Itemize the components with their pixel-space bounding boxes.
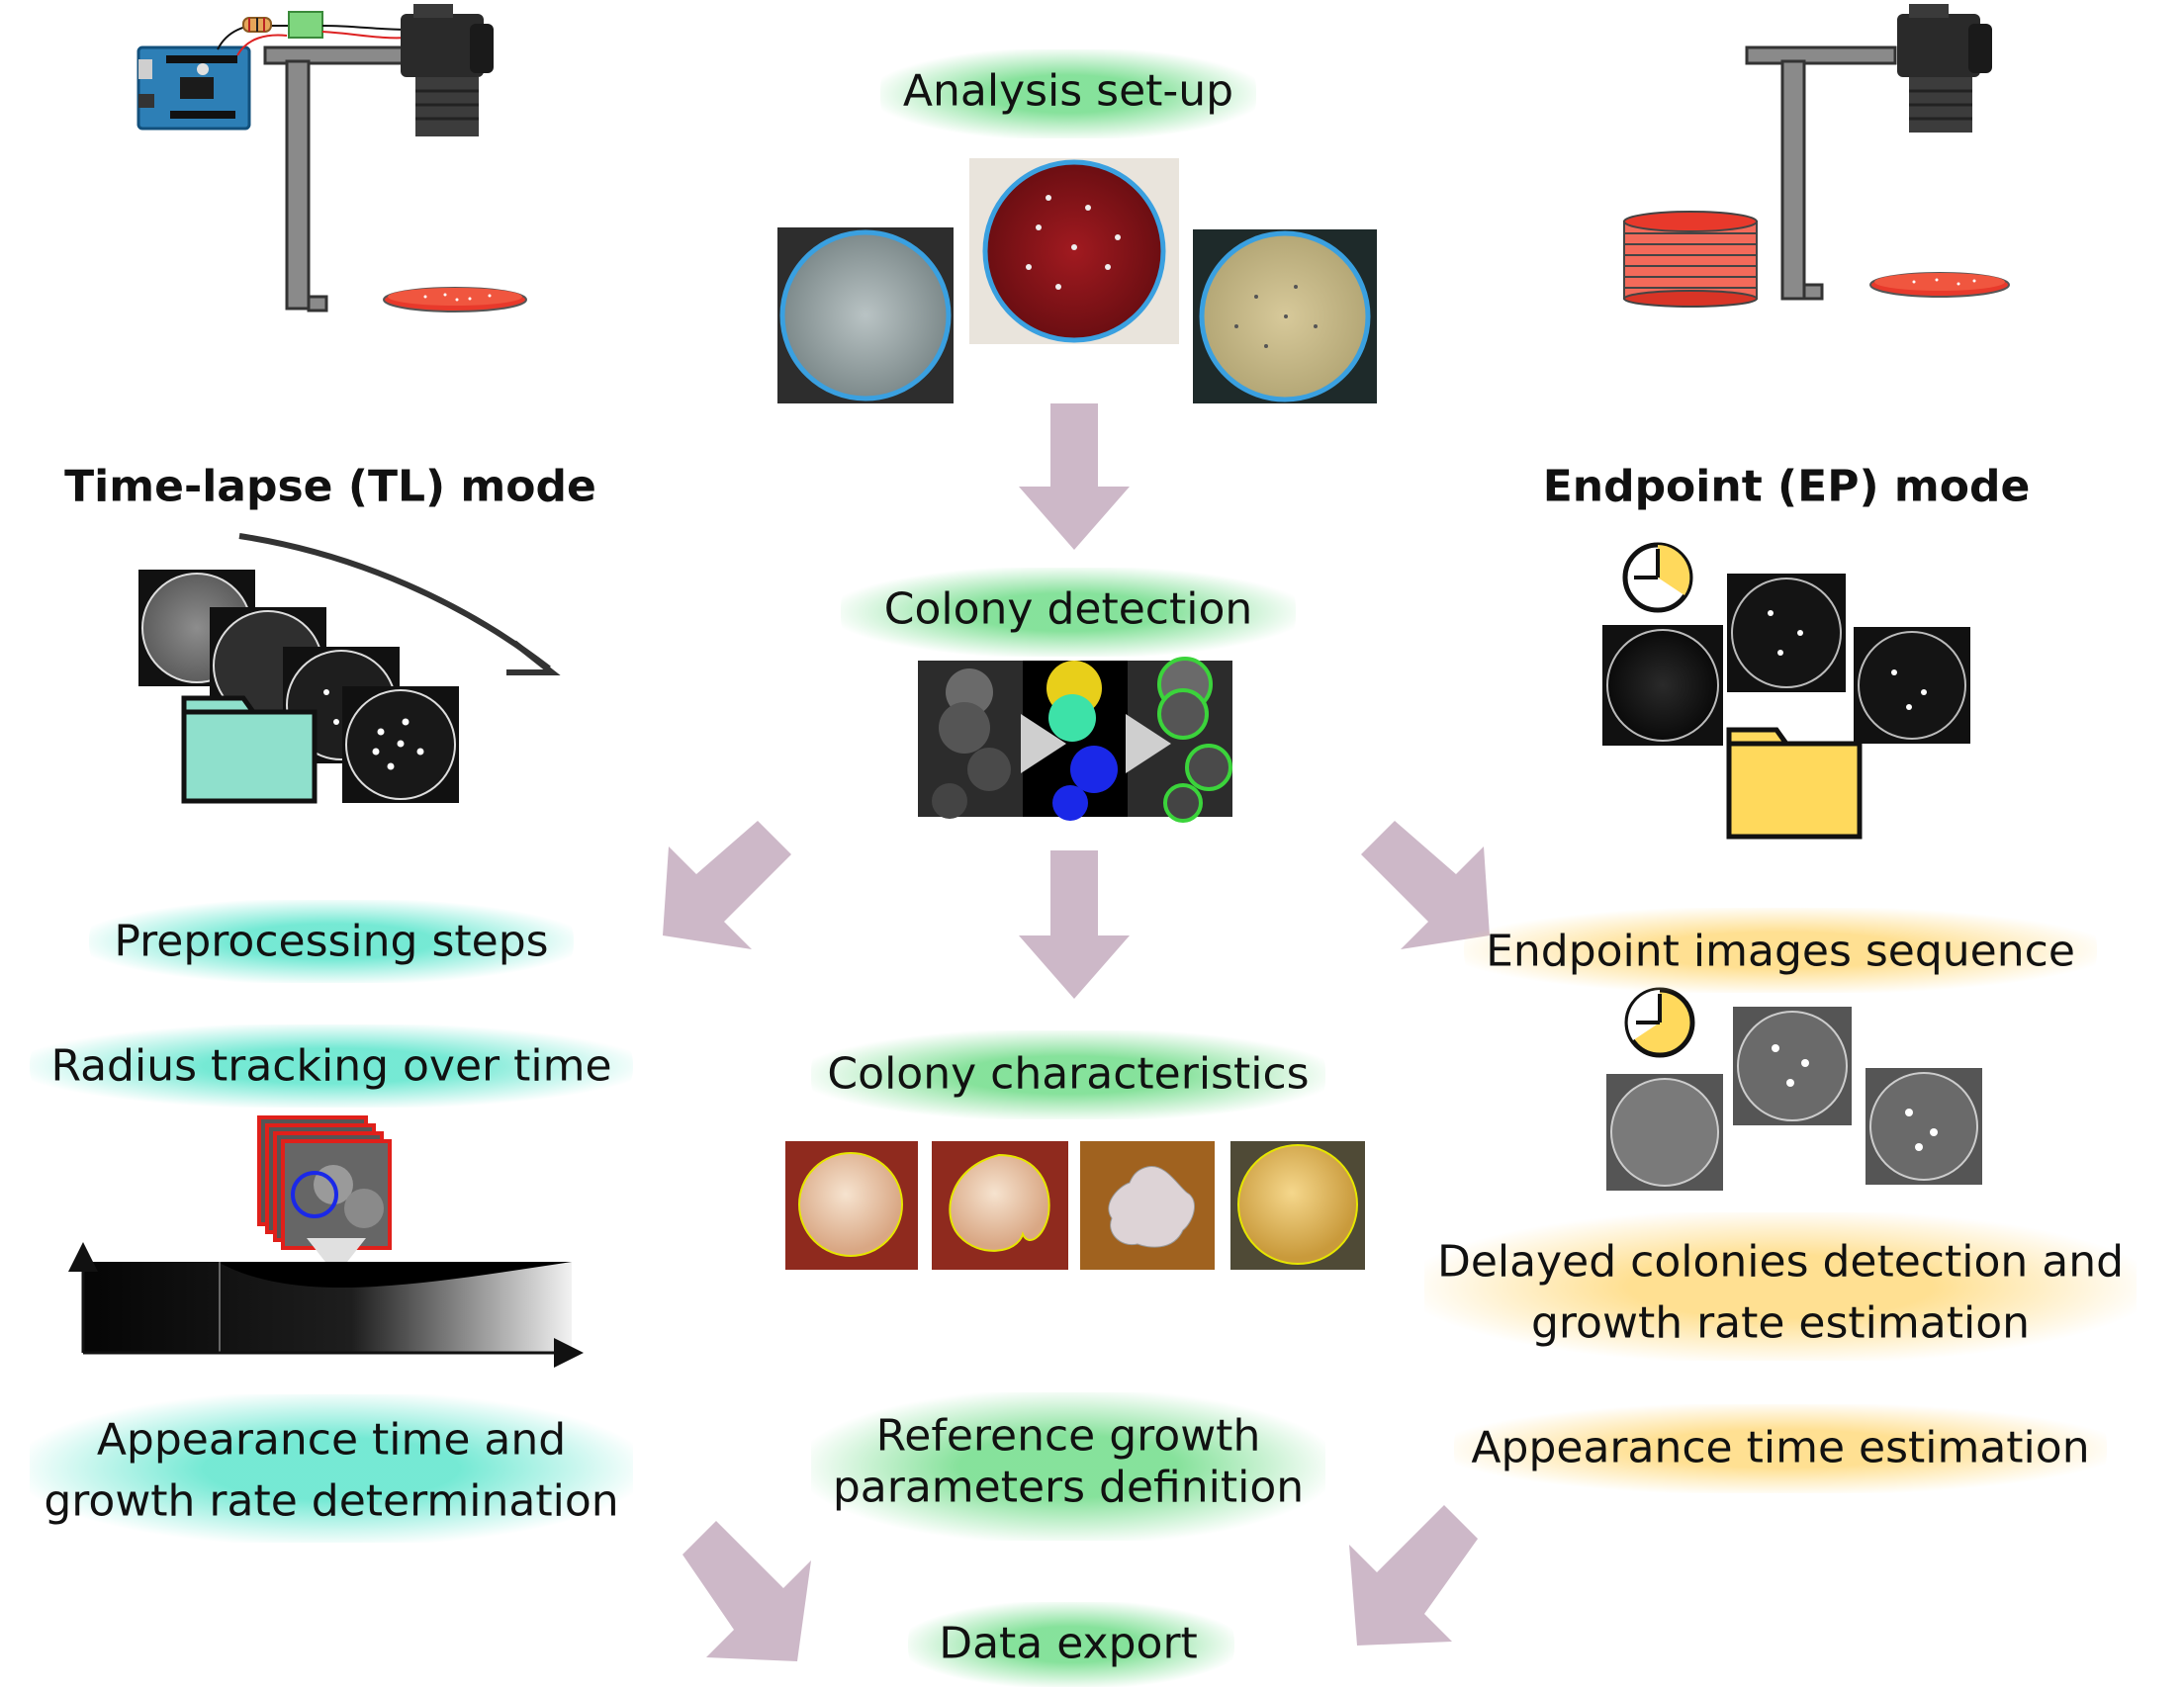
camera-icon — [1897, 4, 1992, 133]
camera-icon — [401, 4, 494, 136]
heading-endpoint-mode: Endpoint (EP) mode — [1542, 461, 2031, 512]
radius-tracking-figure — [68, 1115, 584, 1368]
arrow-icon — [1361, 821, 1490, 949]
arrow-icon — [1019, 403, 1130, 550]
chevron-right-icon — [1021, 714, 1066, 773]
label-colony-detection: Colony detection — [883, 583, 1253, 635]
detection-raw — [918, 661, 1023, 819]
glow-analysis-setup — [880, 49, 1256, 138]
glow-endpoint-sequence — [1464, 908, 2097, 993]
label-reference-growth-1: Reference growth — [875, 1410, 1261, 1462]
petri-dish-icon — [383, 287, 527, 312]
ep-frame-3 — [1866, 1068, 1982, 1185]
ep-frame-2 — [1733, 1007, 1852, 1125]
colony-characteristics-images — [785, 1141, 1365, 1270]
kymograph — [68, 1242, 584, 1368]
colony-photo-4 — [1230, 1141, 1365, 1270]
colony-photo-2 — [932, 1141, 1068, 1270]
stacked-frames — [257, 1115, 392, 1276]
label-appearance-tl-1: Appearance time and — [96, 1414, 567, 1466]
ep-image-group-2 — [1606, 987, 1982, 1191]
label-analysis-setup: Analysis set-up — [902, 65, 1234, 117]
clock-icon — [1624, 987, 1695, 1058]
plate-photo-gray — [777, 227, 954, 403]
heading-time-lapse-mode: Time-lapse (TL) mode — [64, 461, 596, 512]
arduino-board-icon — [136, 45, 251, 131]
plate-photo-red — [969, 158, 1179, 344]
folder-icon — [181, 695, 318, 804]
glow-data-export — [908, 1602, 1234, 1687]
arrow-icon — [682, 1521, 811, 1661]
label-data-export: Data export — [939, 1618, 1198, 1669]
clock-icon — [1622, 542, 1693, 613]
tl-frame-4 — [342, 686, 459, 803]
glow-radius-tracking — [30, 1024, 633, 1108]
colony-photo-3 — [1080, 1141, 1215, 1270]
glow-colony-detection — [841, 568, 1296, 657]
wiring-icon — [217, 11, 409, 56]
setup-plate-images — [777, 158, 1377, 403]
glow-reference-growth — [811, 1392, 1325, 1541]
glow-appearance-ep — [1454, 1404, 2107, 1493]
label-delayed-colonies-2: growth rate estimation — [1530, 1297, 2031, 1349]
label-colony-characteristics: Colony characteristics — [827, 1048, 1310, 1100]
time-arrow-head-icon — [506, 640, 561, 675]
arrow-icon — [1019, 850, 1130, 999]
ep-setup-illustration — [1623, 4, 2010, 308]
label-appearance-ep: Appearance time estimation — [1471, 1422, 2090, 1473]
ep-frame-1 — [1606, 1074, 1723, 1191]
arrow-icon — [663, 821, 791, 949]
glow-delayed-colonies — [1424, 1212, 2137, 1361]
label-appearance-tl-2: growth rate determination — [44, 1475, 619, 1527]
arrow-icon — [1349, 1505, 1478, 1646]
folder-icon — [1726, 727, 1863, 840]
colony-photo-1 — [785, 1141, 918, 1270]
ep-frame-3 — [1854, 627, 1970, 744]
label-endpoint-sequence: Endpoint images sequence — [1486, 926, 2075, 977]
tl-frame-2 — [210, 607, 326, 724]
plate-photo-tan — [1193, 229, 1377, 403]
chevron-right-icon — [1126, 714, 1171, 773]
ep-image-group-1 — [1602, 542, 1970, 840]
tl-setup-illustration — [136, 4, 527, 312]
camera-stand-icon — [1745, 45, 1897, 301]
label-delayed-colonies-1: Delayed colonies detection and — [1436, 1236, 2125, 1288]
label-preprocessing: Preprocessing steps — [114, 916, 549, 967]
glow-colony-characteristics — [811, 1030, 1325, 1119]
ep-frame-1 — [1602, 625, 1723, 746]
petri-stack-icon — [1623, 211, 1758, 308]
flow-arrows — [663, 403, 1490, 1661]
tl-image-stack — [138, 533, 561, 804]
label-reference-growth-2: parameters definition — [832, 1462, 1305, 1513]
glow-appearance-tl — [30, 1394, 633, 1543]
ep-frame-2 — [1727, 574, 1846, 692]
label-radius-tracking: Radius tracking over time — [50, 1040, 612, 1092]
petri-dish-icon — [1869, 272, 2010, 298]
glow-preprocessing — [89, 900, 574, 983]
camera-stand-icon — [263, 45, 415, 312]
colony-detection-images — [918, 657, 1232, 823]
